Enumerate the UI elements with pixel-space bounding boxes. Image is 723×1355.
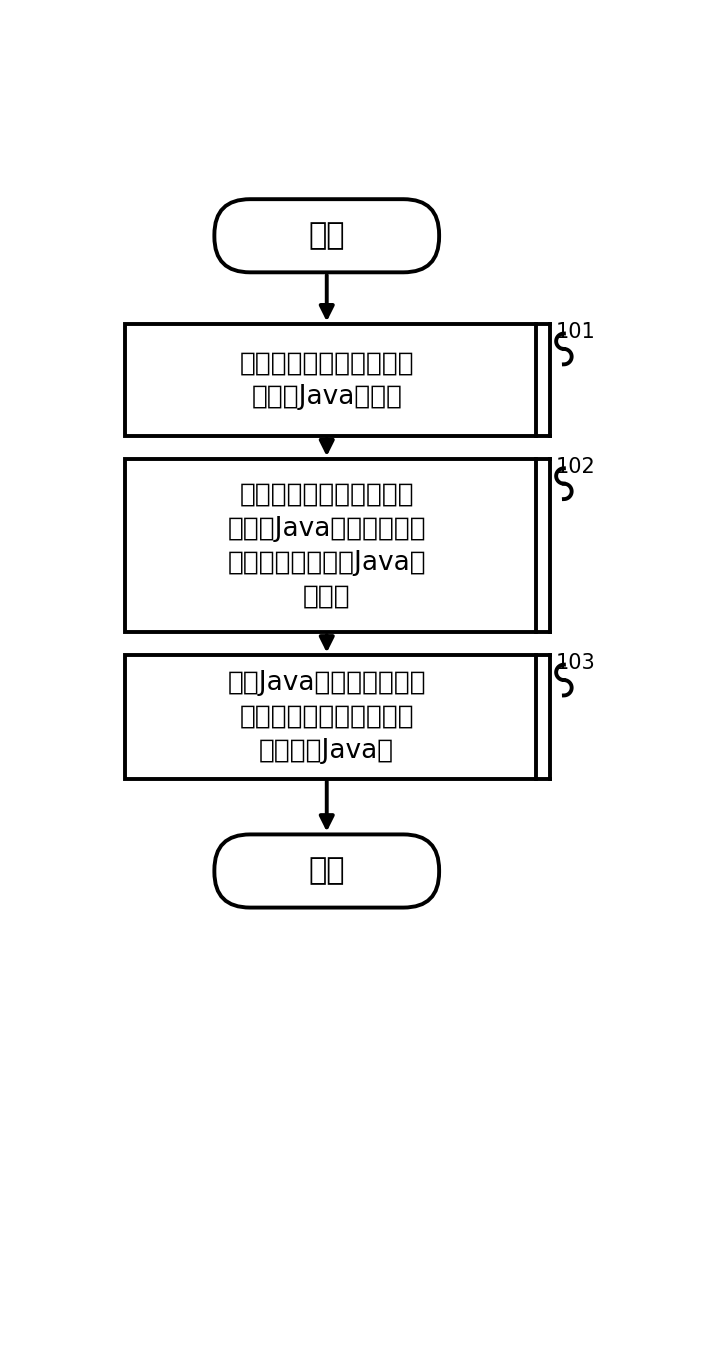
Text: 根据已记录的应用的实际
分配的Java堆大小计算该
应用下一次启动的Java堆
预测値: 根据已记录的应用的实际 分配的Java堆大小计算该 应用下一次启动的Java堆 …: [228, 481, 426, 610]
Text: 开始: 开始: [309, 221, 345, 251]
Text: 记录应用每次启动后实际
分配的Java堆大小: 记录应用每次启动后实际 分配的Java堆大小: [239, 350, 414, 411]
Text: 103: 103: [556, 653, 596, 673]
FancyBboxPatch shape: [215, 199, 439, 272]
Text: 结束: 结束: [309, 856, 345, 886]
Text: 101: 101: [556, 322, 596, 341]
Text: 根据Java堆预测値，在应
用下一次启动时为该应用
初始分配Java堆: 根据Java堆预测値，在应 用下一次启动时为该应用 初始分配Java堆: [228, 669, 426, 764]
Bar: [125, 656, 536, 779]
Text: 102: 102: [556, 457, 596, 477]
Bar: [125, 324, 536, 436]
Bar: [125, 459, 536, 633]
FancyBboxPatch shape: [215, 835, 439, 908]
